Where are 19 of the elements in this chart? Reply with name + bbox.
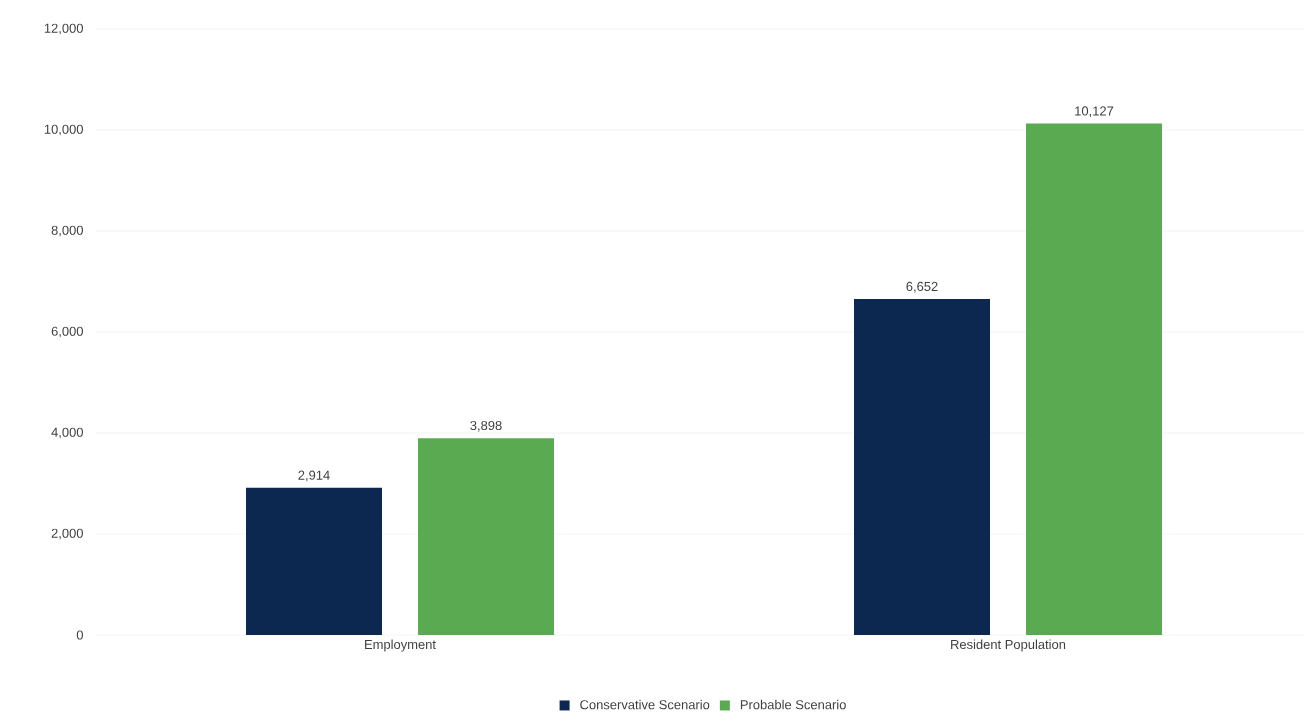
data-label: 6,652 [906,281,938,293]
legend-label: Conservative Scenario [580,699,710,710]
data-label: 10,127 [1075,106,1114,118]
y-tick-label: 12,000 [44,23,83,35]
y-tick-label: 0 [76,630,83,640]
y-tick-label: 4,000 [51,427,83,439]
bar [246,487,382,635]
y-tick-label: 6,000 [51,326,83,338]
bar [418,438,554,635]
y-tick-label: 10,000 [44,124,83,136]
y-tick-label: 8,000 [51,225,83,237]
data-label: 3,898 [470,420,502,432]
bar [854,299,990,635]
y-tick-label: 2,000 [51,528,83,540]
legend-label: Probable Scenario [740,699,846,710]
data-label: 2,914 [298,470,330,482]
x-tick-label: Resident Population [951,639,1066,652]
bar [1026,123,1163,635]
x-tick-label: Employment [365,639,436,652]
